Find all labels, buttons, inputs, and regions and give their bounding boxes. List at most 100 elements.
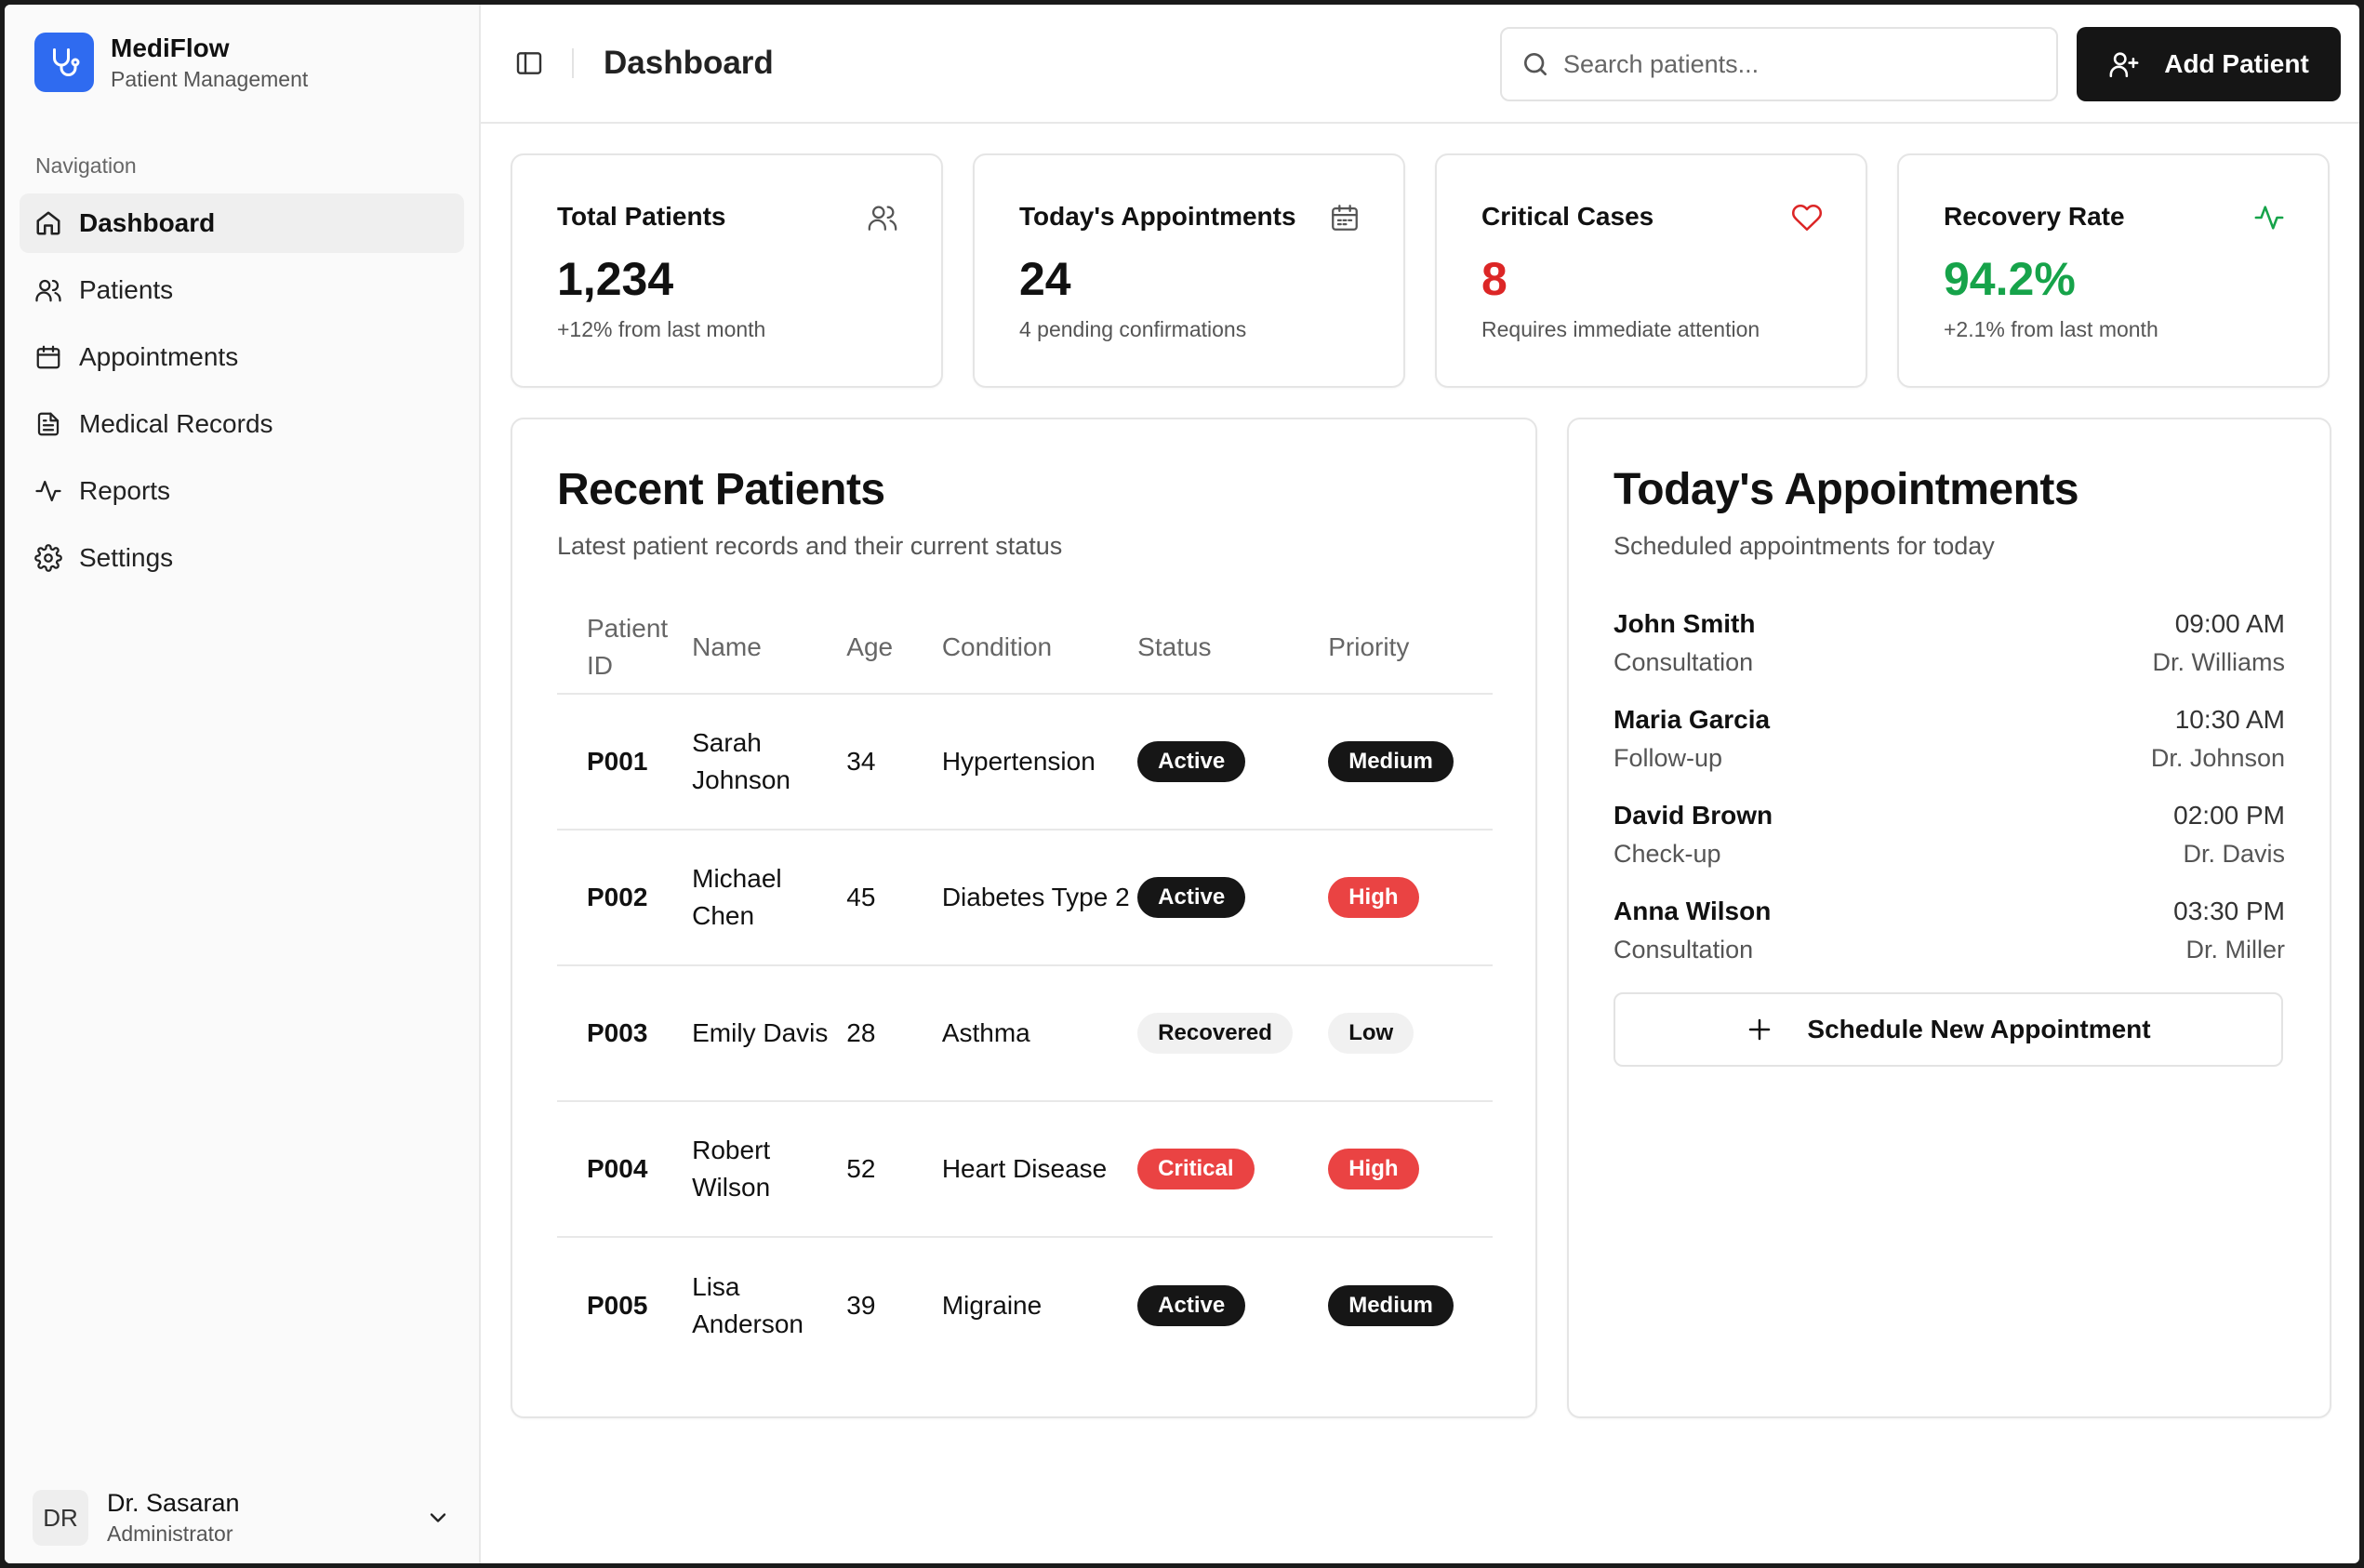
table-row[interactable]: P005 Lisa Anderson 39 Migraine Active Me… [557, 1238, 1493, 1374]
search-input[interactable] [1563, 49, 2028, 79]
stat-card-critical-cases: Critical Cases 8 Requires immediate atte… [1435, 153, 1867, 388]
priority-badge: Medium [1328, 741, 1454, 782]
status-badge: Active [1137, 877, 1246, 918]
stat-card-todays-appointments: Today's Appointments 24 4 pending confir… [973, 153, 1405, 388]
sidebar: MediFlow Patient Management Navigation D… [5, 5, 481, 1563]
priority-badge: High [1328, 877, 1419, 918]
todays-appointments-card: Today's Appointments Scheduled appointme… [1567, 418, 2331, 1418]
appointment-time: 02:00 PM [2173, 801, 2285, 830]
plus-icon [1749, 1018, 1771, 1041]
sidebar-item-label: Reports [79, 476, 171, 505]
patient-name: Michael Chen [692, 864, 782, 930]
sidebar-toggle-button[interactable] [512, 47, 546, 80]
stat-value: 24 [1019, 253, 1071, 305]
sidebar-item-patients[interactable]: Patients [20, 260, 464, 320]
avatar: DR [33, 1490, 88, 1546]
calendar-icon [36, 345, 60, 369]
status-badge: Active [1137, 1285, 1246, 1326]
patient-age: 52 [846, 1154, 876, 1183]
gear-icon [34, 544, 62, 572]
card-subtitle: Scheduled appointments for today [1614, 532, 1995, 560]
appointment-patient: John Smith [1614, 609, 1756, 638]
users-icon [868, 206, 897, 231]
appointment-item[interactable]: John Smith Consultation 09:00 AM Dr. Wil… [1614, 609, 2285, 677]
chevron-down-icon[interactable] [425, 1505, 451, 1531]
patient-name: Lisa Anderson [692, 1272, 803, 1338]
appointment-item[interactable]: David Brown Check-up 02:00 PM Dr. Davis [1614, 801, 2285, 869]
recent-patients-card: Recent Patients Latest patient records a… [511, 418, 1537, 1418]
brand-subtitle: Patient Management [111, 66, 309, 91]
sidebar-item-label: Dashboard [79, 208, 216, 237]
table-row[interactable]: P003 Emily Davis 28 Asthma Recovered Low [557, 966, 1493, 1102]
stat-value: 1,234 [557, 253, 674, 305]
patient-id: P004 [587, 1154, 648, 1183]
app-window: MediFlow Patient Management Navigation D… [5, 5, 2359, 1563]
schedule-appointment-button[interactable]: Schedule New Appointment [1614, 992, 2283, 1067]
activity-icon [35, 480, 61, 502]
sidebar-item-reports[interactable]: Reports [20, 461, 464, 521]
patient-condition: Asthma [941, 1018, 1030, 1047]
stat-subtext: +2.1% from last month [1944, 317, 2158, 341]
table-header: Patient ID Name Age Condition Status Pri… [557, 602, 1493, 695]
patient-name: Sarah Johnson [692, 728, 790, 794]
patient-age: 39 [846, 1291, 876, 1320]
add-patient-button[interactable]: Add Patient [2077, 27, 2341, 101]
heart-icon [1791, 204, 1823, 232]
sidebar-item-label: Medical Records [79, 409, 273, 438]
card-title: Today's Appointments [1614, 465, 2079, 514]
main-content: Dashboard Add Patient Total Patients 1,2… [481, 5, 2359, 1563]
status-badge: Recovered [1137, 1013, 1293, 1054]
stethoscope-icon [34, 33, 94, 92]
table-row[interactable]: P002 Michael Chen 45 Diabetes Type 2 Act… [557, 831, 1493, 966]
patient-id: P003 [587, 1018, 648, 1047]
search-box[interactable] [1500, 27, 2058, 101]
column-header-name[interactable]: Name [692, 632, 762, 661]
user-role: Administrator [107, 1521, 233, 1546]
sidebar-item-settings[interactable]: Settings [20, 528, 464, 588]
stat-subtext: +12% from last month [557, 317, 766, 341]
patient-id: P002 [587, 883, 648, 911]
patient-age: 34 [846, 747, 876, 776]
patient-age: 45 [846, 883, 876, 911]
patients-table: Patient ID Name Age Condition Status Pri… [557, 602, 1493, 1374]
sidebar-item-dashboard[interactable]: Dashboard [20, 193, 464, 253]
user-name: Dr. Sasaran [107, 1489, 240, 1517]
stat-card-recovery-rate: Recovery Rate 94.2% +2.1% from last mont… [1897, 153, 2330, 388]
appointment-doctor: Dr. Johnson [2150, 744, 2285, 772]
sidebar-item-appointments[interactable]: Appointments [20, 327, 464, 387]
panel-left-icon [516, 52, 542, 74]
schedule-appointment-label: Schedule New Appointment [1807, 1015, 2151, 1043]
stat-title: Today's Appointments [1019, 202, 1296, 231]
patient-id: P005 [587, 1291, 648, 1320]
column-header-patient-id[interactable]: Patient ID [587, 614, 669, 680]
brand[interactable]: MediFlow Patient Management [5, 5, 479, 120]
appointment-time: 03:30 PM [2173, 897, 2285, 925]
calendar-icon [1332, 205, 1358, 231]
table-row[interactable]: P001 Sarah Johnson 34 Hypertension Activ… [557, 695, 1493, 831]
file-text-icon [37, 412, 60, 436]
patient-condition: Migraine [941, 1291, 1043, 1320]
appointment-doctor: Dr. Williams [2152, 648, 2286, 676]
appointment-doctor: Dr. Miller [2185, 936, 2286, 963]
stat-subtext: Requires immediate attention [1481, 317, 1760, 341]
column-header-status[interactable]: Status [1137, 632, 1212, 661]
table-row[interactable]: P004 Robert Wilson 52 Heart Disease Crit… [557, 1102, 1493, 1238]
sidebar-item-medical-records[interactable]: Medical Records [20, 394, 464, 454]
patient-name: Robert Wilson [692, 1136, 771, 1202]
nav-heading: Navigation [35, 153, 137, 178]
stat-title: Recovery Rate [1944, 202, 2125, 231]
user-plus-icon [2109, 52, 2139, 78]
appointment-patient: David Brown [1614, 801, 1773, 830]
top-bar: Dashboard Add Patient [481, 5, 2359, 124]
appointment-list: John Smith Consultation 09:00 AM Dr. Wil… [1614, 609, 2285, 964]
user-menu[interactable]: DR Dr. Sasaran Administrator [33, 1483, 451, 1552]
appointment-item[interactable]: Anna Wilson Consultation 03:30 PM Dr. Mi… [1614, 897, 2285, 964]
appointment-type: Follow-up [1614, 744, 1723, 772]
search-icon [1524, 53, 1547, 75]
column-header-condition[interactable]: Condition [941, 632, 1053, 661]
appointment-type: Consultation [1614, 648, 1754, 676]
column-header-priority[interactable]: Priority [1328, 632, 1410, 661]
stat-subtext: 4 pending confirmations [1019, 317, 1247, 341]
column-header-age[interactable]: Age [846, 632, 894, 661]
appointment-item[interactable]: Maria Garcia Follow-up 10:30 AM Dr. John… [1614, 705, 2285, 773]
